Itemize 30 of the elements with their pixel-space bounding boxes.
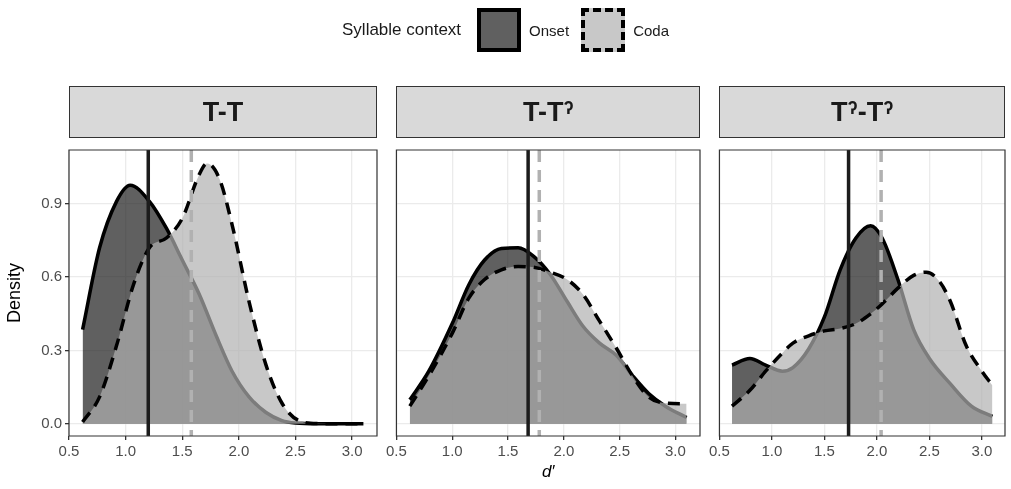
chart-title: Tˀ-Tˀ: [719, 86, 1005, 138]
x-axis-title: d′: [541, 461, 556, 481]
x-tick-label: 3.0: [341, 442, 363, 460]
chart-title: T-Tˀ: [396, 86, 700, 138]
x-tick-label: 2.0: [228, 442, 250, 460]
x-tick-label: 0.5: [709, 442, 730, 460]
x-tick-label: 1.0: [115, 442, 137, 460]
x-tick-label: 2.0: [553, 442, 575, 460]
x-tick-label: 1.0: [441, 442, 463, 460]
x-tick-label: 2.5: [285, 442, 306, 460]
y-tick-label: 0.3: [41, 340, 62, 358]
y-tick-label: 0.0: [41, 413, 62, 431]
x-tick-label: 2.5: [918, 442, 940, 460]
x-tick-label: 1.0: [761, 442, 783, 460]
y-tick-label: 0.9: [41, 193, 62, 211]
x-tick-label: 1.5: [497, 442, 519, 460]
x-tick-label: 1.5: [171, 442, 193, 460]
x-tick-label: 3.0: [665, 442, 686, 460]
text: Coda: [633, 21, 669, 39]
x-tick-label: 2.0: [866, 442, 888, 460]
chart-title: T-T: [69, 86, 377, 138]
x-tick-label: 3.0: [971, 442, 993, 460]
y-tick-label: 0.6: [41, 267, 62, 285]
text: Onset: [529, 21, 570, 39]
y-axis-title: Density: [3, 262, 24, 324]
x-tick-label: 1.5: [813, 442, 835, 460]
x-tick-label: 0.5: [58, 442, 80, 460]
x-tick-label: 0.5: [386, 442, 407, 460]
legend-title: Syllable context: [342, 20, 462, 40]
x-tick-label: 2.5: [609, 442, 631, 460]
